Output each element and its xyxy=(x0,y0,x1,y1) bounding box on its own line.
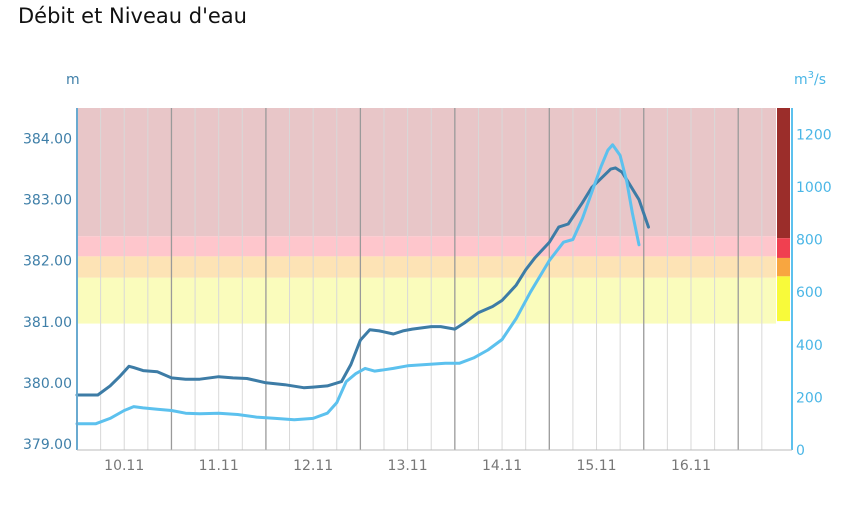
level-zones xyxy=(77,108,776,324)
grid-lines xyxy=(76,108,763,450)
left-tick-label: 382.00 xyxy=(23,254,72,270)
x-tick-label: 15.11 xyxy=(576,458,616,474)
right-tick-label: 800 xyxy=(796,233,823,249)
left-tick-label: 379.00 xyxy=(23,437,72,453)
flow-rate-line xyxy=(75,143,641,426)
series-layer xyxy=(75,143,650,426)
left-axis-unit: m xyxy=(66,72,80,88)
right-tick-label: 1200 xyxy=(796,127,832,143)
threshold-segment-1 xyxy=(777,238,790,258)
right-tick-label: 1000 xyxy=(796,180,832,196)
tick-labels: 379.00 380.00 381.00 382.00 383.00 384.00 0 200… xyxy=(23,127,832,474)
x-tick-label: 10.11 xyxy=(104,458,144,474)
right-tick-label: 400 xyxy=(796,338,823,354)
zone-band-0 xyxy=(77,108,776,237)
x-tick-label: 14.11 xyxy=(482,458,522,474)
x-tick-label: 16.11 xyxy=(671,458,711,474)
left-tick-label: 384.00 xyxy=(23,132,72,148)
x-tick-label: 12.11 xyxy=(293,458,333,474)
threshold-segment-3 xyxy=(777,276,790,322)
right-tick-label: 200 xyxy=(796,390,823,406)
left-tick-label: 381.00 xyxy=(23,315,72,331)
left-tick-label: 380.00 xyxy=(23,376,72,392)
x-tick-label: 13.11 xyxy=(388,458,428,474)
threshold-segment-2 xyxy=(777,257,790,277)
x-tick-label: 11.11 xyxy=(199,458,239,474)
threshold-segment-0 xyxy=(777,108,790,239)
axes-layer: m m3/s xyxy=(66,70,826,451)
water-level-line xyxy=(75,166,650,397)
right-tick-label: 0 xyxy=(796,443,805,459)
left-tick-label: 383.00 xyxy=(23,193,72,209)
zone-band-2 xyxy=(77,256,776,278)
flow-threshold-bar xyxy=(777,108,790,322)
zone-band-1 xyxy=(77,236,776,257)
chart-title: Débit et Niveau d'eau xyxy=(18,4,247,28)
right-axis-unit: m3/s xyxy=(794,70,826,88)
right-tick-label: 600 xyxy=(796,285,823,301)
zone-band-3 xyxy=(77,277,776,324)
